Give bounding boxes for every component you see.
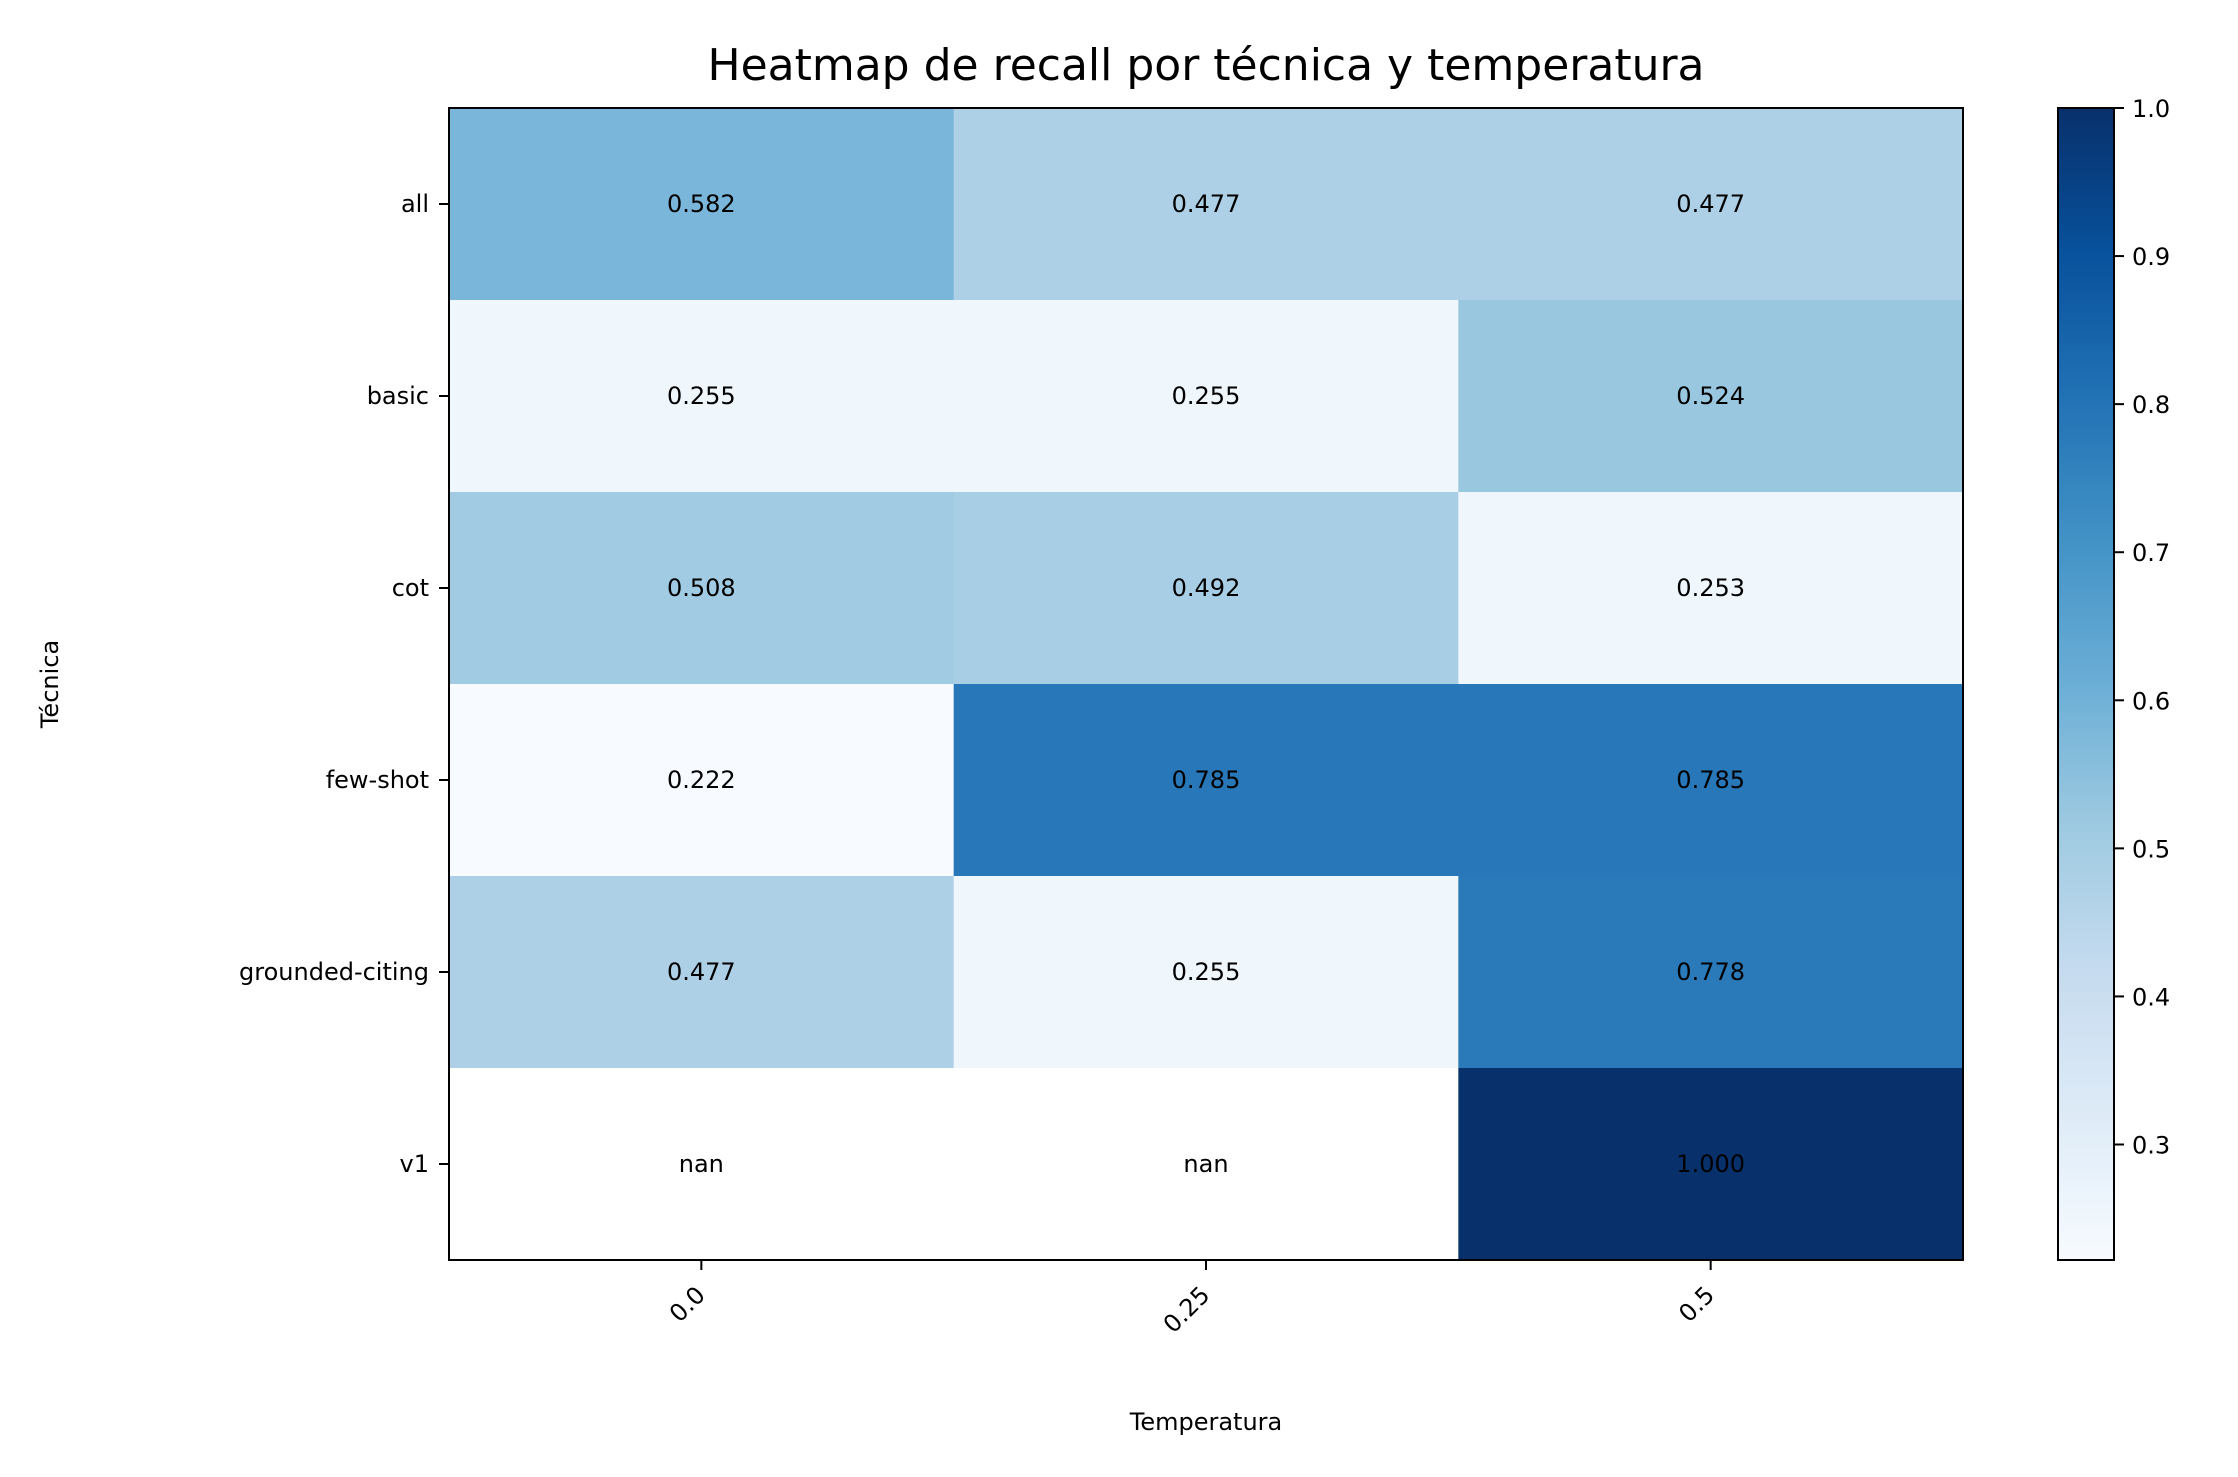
heatmap-cell	[1458, 876, 1964, 1069]
x-tick-label: 0.0	[664, 1281, 711, 1328]
heatmap-cell	[1458, 684, 1964, 877]
heatmap-cell	[953, 876, 1459, 1069]
heatmap-cell	[953, 300, 1459, 493]
y-tick-label: basic	[367, 382, 429, 410]
x-axis-ticks: 0.0 0.25 0.5	[664, 1260, 1720, 1339]
heatmap-cells	[449, 108, 1964, 1261]
cell-value-label: nan	[1183, 1150, 1228, 1178]
colorbar-tick-label: 1.0	[2132, 95, 2170, 123]
cell-value-label: 1.000	[1676, 1150, 1745, 1178]
cell-value-label: 0.222	[667, 766, 736, 794]
heatmap-cell	[953, 108, 1459, 301]
cell-value-label: 0.582	[667, 190, 736, 218]
cell-value-label: 0.253	[1676, 574, 1745, 602]
x-tick-label: 0.5	[1673, 1281, 1720, 1328]
colorbar-tick-label: 0.8	[2132, 391, 2170, 419]
colorbar-gradient	[2057, 107, 2115, 1261]
heatmap-cell	[449, 300, 955, 493]
y-tick-label: few-shot	[326, 766, 429, 794]
heatmap-cell	[449, 684, 955, 877]
x-tick-label: 0.25	[1158, 1281, 1216, 1339]
cell-value-label: 0.492	[1172, 574, 1241, 602]
colorbar-tick-label: 0.9	[2132, 243, 2170, 271]
heatmap-cell	[449, 876, 955, 1069]
colorbar: 0.3 0.4 0.5 0.6 0.7 0.8 0.9 1.0	[2057, 95, 2170, 1261]
cell-value-label: 0.255	[667, 382, 736, 410]
colorbar-ticks: 0.3 0.4 0.5 0.6 0.7 0.8 0.9 1.0	[2114, 95, 2170, 1160]
y-tick-label: cot	[392, 574, 429, 602]
heatmap-cell	[1458, 492, 1964, 685]
y-axis-label: Técnica	[36, 640, 64, 729]
cell-value-label: 0.255	[1172, 382, 1241, 410]
heatmap-cell	[449, 492, 955, 685]
heatmap-cell	[953, 492, 1459, 685]
colorbar-tick-label: 0.4	[2132, 983, 2170, 1011]
heatmap-cell	[1458, 108, 1964, 301]
heatmap-cell	[953, 1068, 1459, 1261]
cell-value-label: 0.778	[1676, 958, 1745, 986]
cell-value-label: 0.524	[1676, 382, 1745, 410]
heatmap-cell	[449, 1068, 955, 1261]
y-axis-ticks: all basic cot few-shot grounded-citing v1	[239, 190, 449, 1178]
cell-value-label: 0.785	[1172, 766, 1241, 794]
cell-value-label: 0.477	[1676, 190, 1745, 218]
y-tick-label: v1	[400, 1150, 429, 1178]
colorbar-tick-label: 0.7	[2132, 539, 2170, 567]
y-tick-label: all	[401, 190, 429, 218]
colorbar-tick-label: 0.6	[2132, 687, 2170, 715]
cell-value-label: nan	[679, 1150, 724, 1178]
cell-value-label: 0.477	[667, 958, 736, 986]
y-tick-label: grounded-citing	[239, 958, 429, 986]
cell-value-label: 0.508	[667, 574, 736, 602]
heatmap-cell	[1458, 300, 1964, 493]
heatmap-cell	[1458, 1068, 1964, 1261]
cell-value-label: 0.785	[1676, 766, 1745, 794]
colorbar-tick-label: 0.3	[2132, 1132, 2170, 1160]
cell-value-label: 0.477	[1172, 190, 1241, 218]
x-axis-label: Temperatura	[1129, 1408, 1283, 1436]
heatmap-cell	[449, 108, 955, 301]
cell-value-label: 0.255	[1172, 958, 1241, 986]
heatmap-cell	[953, 684, 1459, 877]
colorbar-tick-label: 0.5	[2132, 835, 2170, 863]
chart-title: Heatmap de recall por técnica y temperat…	[707, 40, 1704, 91]
heatmap-cell-labels: 0.582 0.477 0.477 0.255 0.255 0.524 0.508 0.492…	[667, 190, 1745, 1178]
